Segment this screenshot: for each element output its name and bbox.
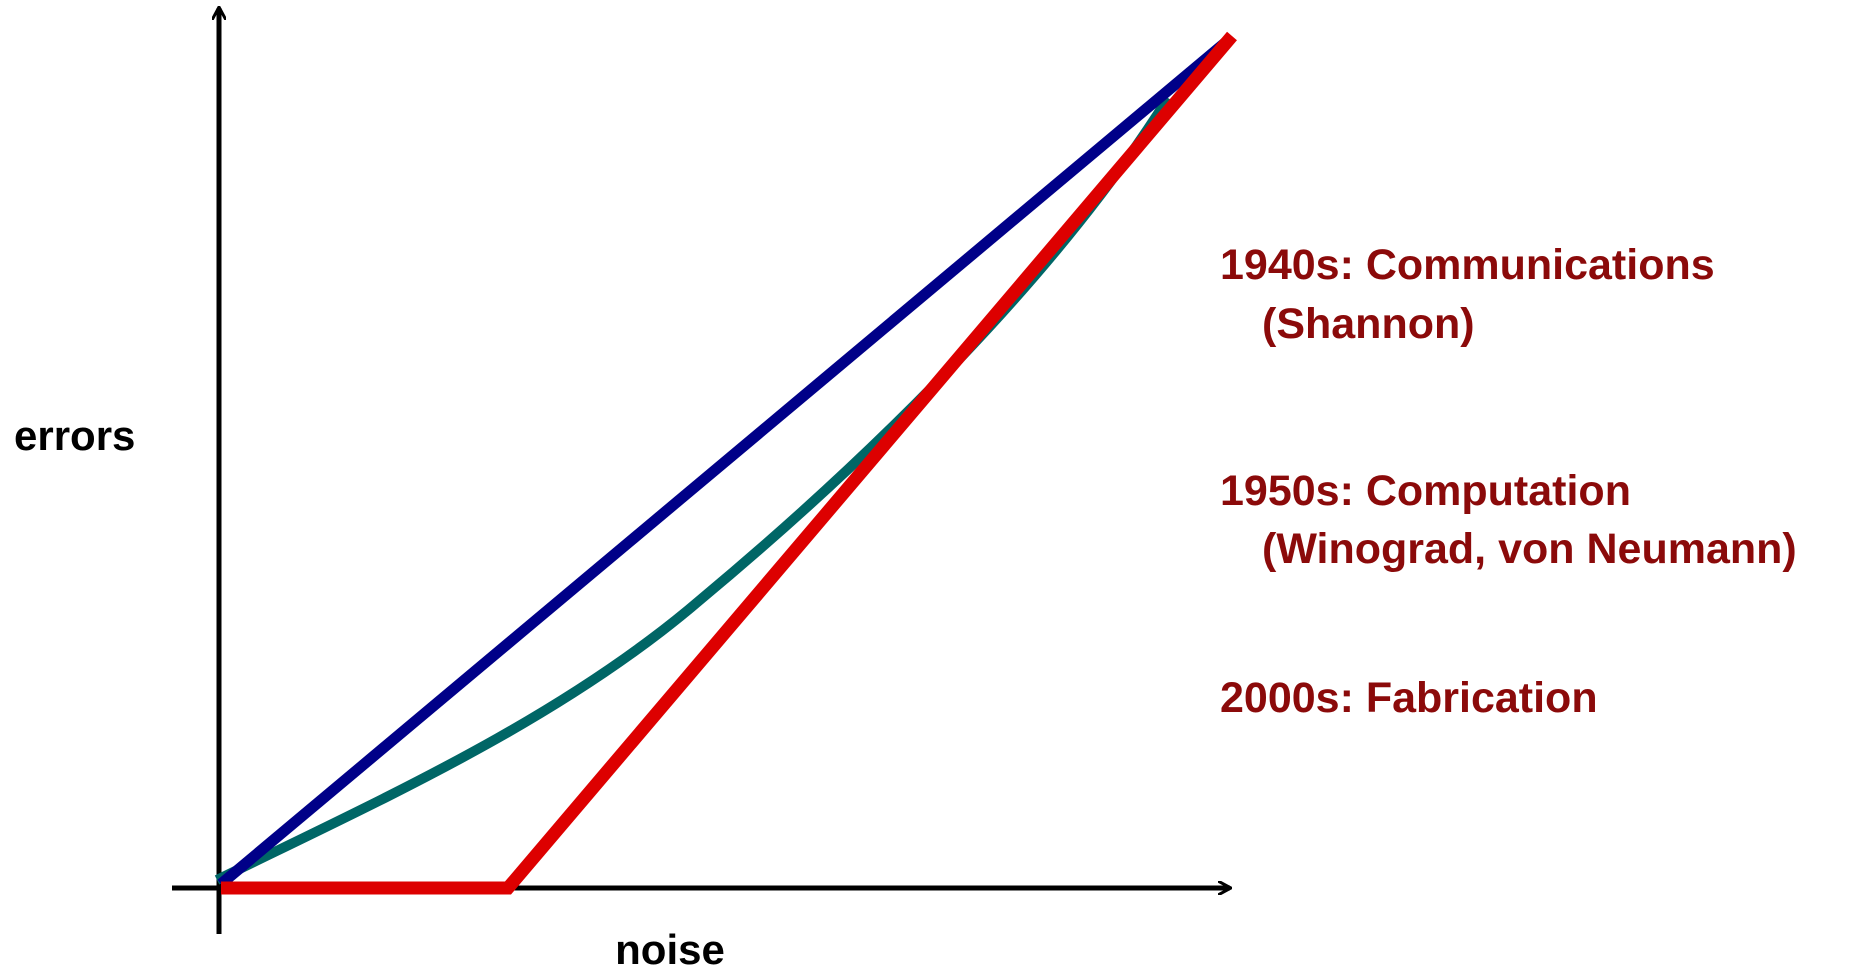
annotation: 2000s: Fabrication — [1220, 674, 1598, 722]
red-line — [221, 31, 1237, 895]
y-axis-label: errors — [14, 412, 135, 459]
annotation: (Winograd, von Neumann) — [1262, 525, 1797, 573]
blue-line — [217, 37, 1230, 889]
annotation: 1950s: Computation — [1220, 467, 1631, 515]
annotation: (Shannon) — [1262, 300, 1475, 348]
x-axis-label: noise — [615, 926, 725, 966]
annotation: 1940s: Communications — [1220, 241, 1715, 289]
